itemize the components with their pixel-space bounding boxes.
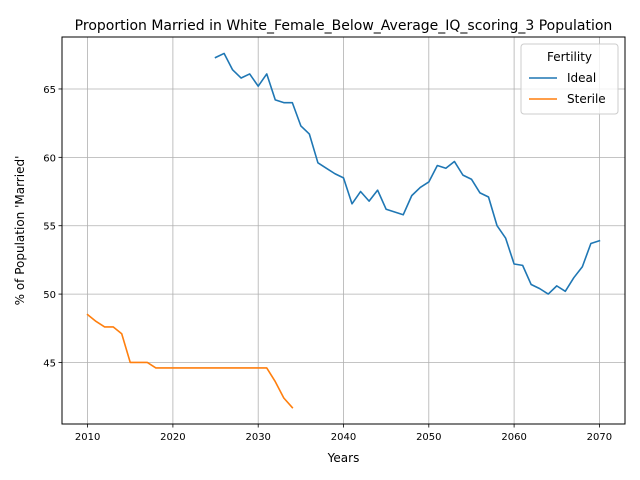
grid-lines bbox=[62, 37, 625, 424]
legend-box bbox=[520, 43, 619, 115]
x-axis-ticks: 2010 2020 2030 2040 2050 2060 2070 bbox=[75, 424, 612, 443]
legend-label-ideal: Ideal bbox=[567, 71, 596, 85]
y-tick-label: 45 bbox=[43, 358, 56, 369]
y-axis-ticks: 45 50 55 60 65 bbox=[43, 85, 62, 369]
y-tick-label: 50 bbox=[43, 290, 56, 301]
x-tick-label: 2010 bbox=[75, 432, 100, 443]
x-axis-label: Years bbox=[327, 451, 360, 465]
legend-title: Fertility bbox=[547, 50, 592, 64]
x-tick-label: 2070 bbox=[587, 432, 612, 443]
y-tick-label: 65 bbox=[43, 85, 56, 96]
x-tick-label: 2030 bbox=[245, 432, 270, 443]
x-tick-label: 2060 bbox=[501, 432, 526, 443]
y-axis-label: % of Population 'Married' bbox=[13, 156, 27, 306]
series-line-sterile bbox=[86, 313, 294, 409]
x-tick-label: 2040 bbox=[331, 432, 356, 443]
series-line-ideal bbox=[214, 52, 601, 295]
legend-label-sterile: Sterile bbox=[567, 92, 606, 106]
chart-title: Proportion Married in White_Female_Below… bbox=[75, 18, 613, 34]
legend: Fertility Ideal Sterile bbox=[520, 43, 619, 115]
y-tick-label: 60 bbox=[43, 153, 56, 164]
x-tick-label: 2050 bbox=[416, 432, 441, 443]
x-tick-label: 2020 bbox=[160, 432, 185, 443]
series-group bbox=[86, 52, 601, 409]
y-tick-label: 55 bbox=[43, 222, 56, 233]
